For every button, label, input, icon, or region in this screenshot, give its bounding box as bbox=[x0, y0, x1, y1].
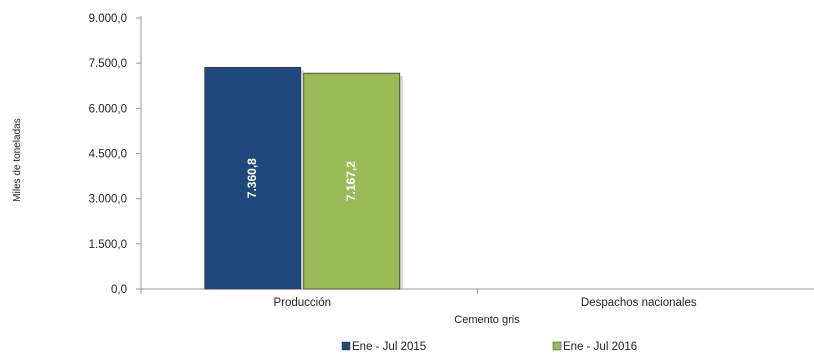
bar bbox=[303, 72, 401, 290]
x-tick-label: Despachos nacionales bbox=[581, 297, 697, 309]
y-tick-label: 7.500,0 bbox=[89, 58, 127, 70]
bar-value-label: 7.360,8 bbox=[245, 158, 259, 198]
bar-value-label: 7.167,2 bbox=[344, 161, 358, 201]
y-tick-label: 0,0 bbox=[111, 284, 127, 296]
y-tick-label: 1.500,0 bbox=[89, 239, 127, 251]
y-tick-label: 9.000,0 bbox=[89, 13, 127, 25]
x-axis-title: Cemento gris bbox=[454, 314, 520, 326]
x-tick-label: Producción bbox=[273, 297, 331, 309]
legend-label: Ene - Jul 2015 bbox=[352, 341, 426, 353]
y-tick-label: 6.000,0 bbox=[89, 103, 127, 115]
legend-label: Ene - Jul 2016 bbox=[563, 341, 637, 353]
y-tick-label: 3.000,0 bbox=[89, 194, 127, 206]
legend-swatch bbox=[552, 341, 562, 351]
y-axis-title: Miles de toneladas bbox=[12, 118, 23, 201]
y-tick-label: 4.500,0 bbox=[89, 149, 127, 161]
legend-swatch bbox=[341, 341, 351, 351]
bar bbox=[204, 66, 302, 290]
